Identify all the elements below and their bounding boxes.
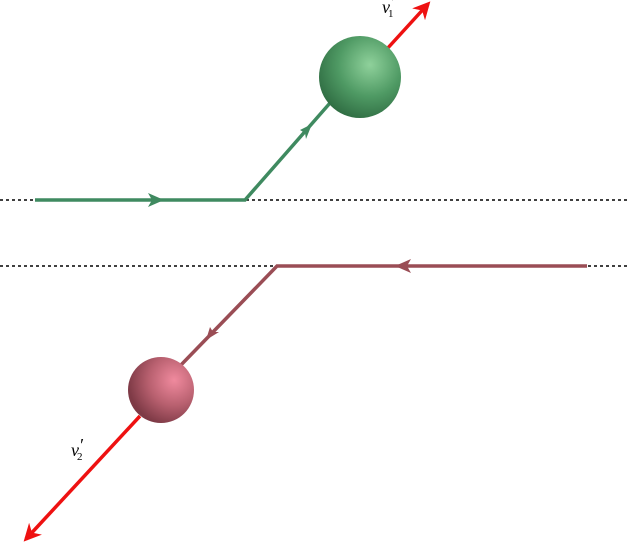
- arrowhead: [206, 327, 219, 340]
- label-base: v: [382, 0, 390, 17]
- label-prime: ′: [390, 0, 395, 12]
- velocity-arrow-1: [384, 1, 431, 52]
- label-v2: v′ 2: [71, 435, 84, 463]
- trajectory-2: [178, 264, 587, 368]
- label-base: v: [71, 440, 79, 460]
- ball-2: [128, 357, 194, 423]
- arrowhead: [300, 124, 312, 139]
- velocity-arrow-2: [23, 414, 142, 542]
- trajectory-1: [35, 101, 332, 202]
- label-prime: ′: [79, 435, 84, 455]
- arrowhead: [395, 259, 411, 273]
- label-v1: v′ 1: [382, 0, 395, 20]
- arrowhead: [148, 193, 164, 207]
- label-sub: 2: [77, 451, 83, 463]
- ball-1: [319, 36, 401, 118]
- label-sub: 1: [388, 8, 394, 20]
